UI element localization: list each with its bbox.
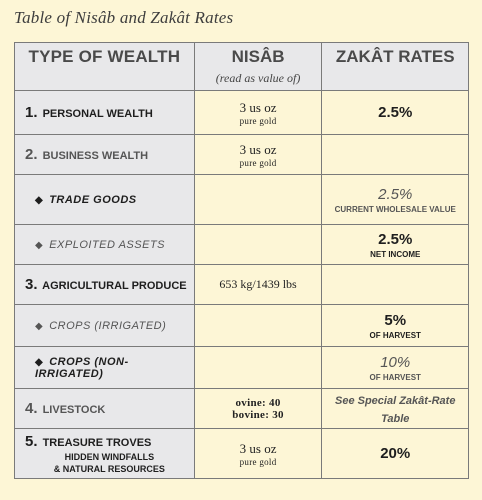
wealth-business: 2. Business Wealth bbox=[14, 134, 195, 175]
nisab-cell bbox=[193, 174, 323, 225]
rate-cell: 2.5% bbox=[321, 90, 469, 135]
table-row: 2. Business Wealth 3 us oz pure gold bbox=[14, 134, 469, 175]
diamond-bullet-icon: ◆ bbox=[35, 194, 44, 206]
header-row: TYPE OF WEALTH NISÂB (read as value of) … bbox=[14, 42, 469, 91]
wealth-exploited-assets: ◆ Exploited Assets bbox=[14, 224, 195, 265]
header-type-of-wealth: TYPE OF WEALTH bbox=[14, 42, 195, 91]
nisab-cell: 3 us oz pure gold bbox=[193, 134, 323, 175]
wealth-label: Personal Wealth bbox=[42, 108, 153, 120]
nisab-cell: 653 kg/1439 lbs bbox=[193, 264, 323, 305]
wealth-trade-goods: ◆ Trade Goods bbox=[14, 174, 195, 225]
row-number: 1. bbox=[25, 104, 38, 121]
rate-cell: 10% of harvest bbox=[321, 346, 469, 389]
nisab-cell: ovine: 40 bovine: 30 bbox=[193, 388, 323, 429]
table-row: ◆ Exploited Assets 2.5% Net income bbox=[14, 224, 469, 265]
wealth-personal: 1. Personal Wealth bbox=[14, 90, 195, 135]
header-nisab-title: NISÂB bbox=[231, 47, 285, 66]
wealth-livestock: 4. Livestock bbox=[14, 388, 195, 429]
nisab-cell bbox=[193, 304, 323, 347]
zakat-table: TYPE OF WEALTH NISÂB (read as value of) … bbox=[14, 42, 469, 479]
table-row: 3. Agricultural Produce 653 kg/1439 lbs bbox=[14, 264, 469, 305]
rate-cell: See Special Zakât-Rate Table bbox=[321, 388, 469, 429]
header-nisab-subtitle: (read as value of) bbox=[215, 71, 301, 85]
header-zakat-rates: ZAKÂT RATES bbox=[321, 42, 469, 91]
nisab-cell: 3 us oz pure gold bbox=[193, 90, 323, 135]
rate-cell: 2.5% Net income bbox=[321, 224, 469, 265]
diamond-bullet-icon: ◆ bbox=[35, 320, 44, 332]
nisab-cell bbox=[193, 346, 323, 389]
wealth-agricultural: 3. Agricultural Produce bbox=[14, 264, 195, 305]
diamond-bullet-icon: ◆ bbox=[35, 356, 44, 368]
diamond-bullet-icon: ◆ bbox=[35, 239, 44, 251]
table-row: 5. Treasure Troves hidden windfalls & na… bbox=[14, 428, 469, 479]
table-row: ◆ Trade Goods 2.5% Current wholesale valu… bbox=[14, 174, 469, 225]
header-nisab: NISÂB (read as value of) bbox=[193, 42, 323, 91]
rate-cell bbox=[321, 134, 469, 175]
rate-cell: 20% bbox=[321, 428, 469, 479]
table-row: ◆ Crops (Irrigated) 5% of harvest bbox=[14, 304, 469, 347]
table-row: 1. Personal Wealth 3 us oz pure gold 2.5… bbox=[14, 90, 469, 135]
nisab-cell bbox=[193, 224, 323, 265]
nisab-cell: 3 us oz pure gold bbox=[193, 428, 323, 479]
rate-cell: 5% of harvest bbox=[321, 304, 469, 347]
table-caption: Table of Nisâb and Zakât Rates bbox=[14, 8, 234, 27]
table-row: 4. Livestock ovine: 40 bovine: 30 See Sp… bbox=[14, 388, 469, 429]
wealth-crops-irrigated: ◆ Crops (Irrigated) bbox=[14, 304, 195, 347]
wealth-crops-non-irrigated: ◆ Crops (Non-irrigated) bbox=[14, 346, 195, 389]
rate-cell: 2.5% Current wholesale value bbox=[321, 174, 469, 225]
rate-cell bbox=[321, 264, 469, 305]
wealth-treasure-troves: 5. Treasure Troves hidden windfalls & na… bbox=[14, 428, 195, 479]
table-row: ◆ Crops (Non-irrigated) 10% of harvest bbox=[14, 346, 469, 389]
